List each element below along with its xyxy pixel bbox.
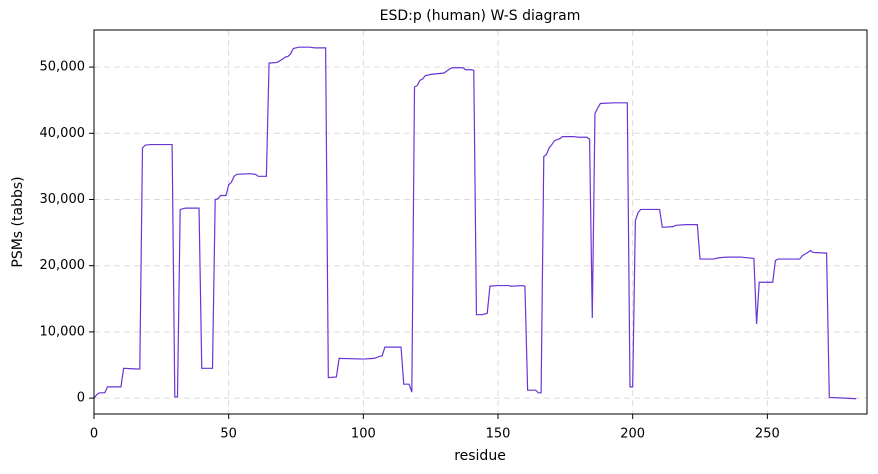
y-tick-label: 50,000 xyxy=(40,60,86,75)
plot-frame xyxy=(93,29,868,415)
data-line xyxy=(93,46,857,400)
y-tick-label: 10,000 xyxy=(40,324,86,339)
y-tick-label: 40,000 xyxy=(40,126,86,141)
x-tick-label: 150 xyxy=(486,427,511,442)
y-axis-label: PSMs (tabbs) xyxy=(10,176,26,267)
x-tick-label: 0 xyxy=(90,427,98,442)
x-tick-label: 200 xyxy=(620,427,645,442)
chart-title: ESD:p (human) W-S diagram xyxy=(380,8,581,24)
x-tick-label: 50 xyxy=(220,427,237,442)
y-tick-label: 0 xyxy=(77,391,85,406)
x-tick-label: 250 xyxy=(755,427,780,442)
x-tick-label: 100 xyxy=(351,427,376,442)
y-tick-label: 20,000 xyxy=(40,258,86,273)
x-axis-label: residue xyxy=(454,448,506,464)
y-tick-label: 30,000 xyxy=(40,192,86,207)
